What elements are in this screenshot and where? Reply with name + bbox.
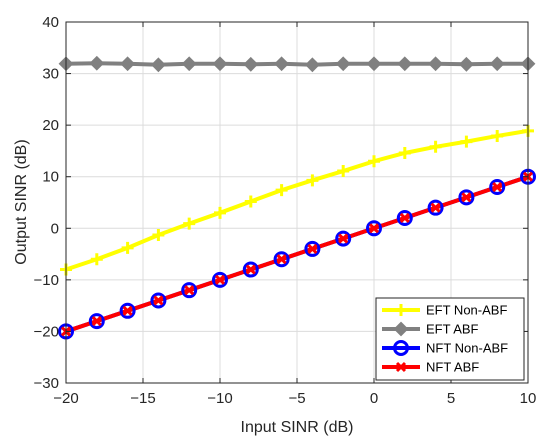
data-point-nft-abf — [184, 285, 195, 296]
data-point-eft-non-abf — [460, 135, 473, 148]
data-point-nft-abf — [307, 243, 318, 254]
data-point-nft-abf — [276, 254, 287, 265]
data-point-eft-non-abf — [121, 241, 134, 254]
data-point-eft-non-abf — [429, 140, 442, 153]
y-tick-label: 40 — [42, 14, 59, 31]
data-point-nft-abf — [492, 181, 503, 193]
x-tick-label: −5 — [288, 390, 305, 407]
data-point-nft-abf — [122, 305, 133, 316]
data-point-eft-abf — [150, 57, 166, 73]
data-point-nft-abf — [368, 223, 380, 234]
data-point-eft-abf — [335, 56, 351, 72]
data-point-nft-non-abf — [273, 251, 290, 268]
data-point-eft-abf — [120, 56, 136, 72]
data-point-eft-non-abf — [90, 253, 103, 266]
x-tick-label: 0 — [370, 390, 378, 407]
series-lines — [65, 61, 529, 334]
data-point-nft-abf — [430, 202, 441, 213]
data-point-eft-abf — [274, 56, 290, 72]
data-point-eft-abf — [243, 56, 259, 72]
data-point-nft-non-abf — [427, 199, 444, 216]
data-point-nft-non-abf — [489, 179, 506, 196]
legend-marker-nft-abf — [395, 361, 407, 373]
x-tick-label: −10 — [207, 390, 232, 407]
x-tick-label: 10 — [520, 390, 537, 407]
data-point-nft-non-abf — [335, 230, 352, 247]
data-point-eft-non-abf — [368, 155, 380, 168]
data-point-nft-non-abf — [88, 313, 105, 330]
y-tick-label: −10 — [34, 272, 59, 289]
y-tick-label: −30 — [34, 375, 59, 392]
data-point-eft-non-abf — [337, 165, 350, 178]
data-point-nft-non-abf — [119, 302, 136, 319]
data-point-eft-abf — [181, 56, 197, 72]
series-line-eft-non-abf — [65, 128, 529, 272]
legend-label-nft-non-abf: NFT Non-ABF — [426, 341, 508, 356]
data-point-nft-non-abf — [366, 220, 382, 237]
data-point-nft-non-abf — [242, 261, 259, 278]
data-point-nft-non-abf — [181, 282, 198, 299]
data-point-eft-non-abf — [214, 206, 226, 219]
data-point-nft-abf — [153, 295, 164, 306]
data-point-eft-abf — [397, 56, 413, 72]
legend-marker-nft-non-abf — [393, 340, 409, 356]
x-tick-label: −20 — [53, 390, 78, 407]
data-point-eft-abf — [458, 56, 474, 72]
data-point-nft-non-abf — [212, 271, 228, 288]
y-tick-label: 20 — [42, 117, 59, 134]
data-point-eft-non-abf — [275, 184, 288, 197]
data-point-eft-non-abf — [244, 195, 257, 208]
data-point-nft-non-abf — [396, 209, 413, 226]
legend: EFT Non-ABF EFT ABF NFT Non-ABF NFT ABF — [375, 297, 525, 381]
legend-label-nft-abf: NFT ABF — [426, 360, 479, 375]
data-point-nft-non-abf — [458, 189, 475, 206]
data-point-nft-abf — [245, 264, 256, 275]
y-tick-label: 0 — [51, 220, 59, 237]
legend-label-eft-abf: EFT ABF — [426, 322, 479, 337]
data-point-eft-non-abf — [491, 129, 504, 142]
legend-label-eft-non-abf: EFT Non-ABF — [426, 303, 507, 318]
data-point-eft-abf — [89, 55, 105, 71]
data-point-eft-non-abf — [398, 146, 411, 159]
data-point-nft-non-abf — [304, 240, 321, 257]
x-tick-label: 5 — [447, 390, 455, 407]
x-tick-label: −15 — [130, 390, 155, 407]
data-point-nft-non-abf — [150, 292, 167, 309]
data-point-eft-non-abf — [152, 228, 165, 241]
data-point-eft-abf — [428, 56, 444, 72]
series-line-eft-abf — [65, 61, 528, 67]
x-axis-label: Input SINR (dB) — [241, 419, 354, 436]
data-point-eft-abf — [366, 56, 382, 72]
y-tick-label: 10 — [42, 169, 59, 186]
data-point-eft-abf — [304, 57, 320, 73]
data-point-eft-non-abf — [306, 174, 319, 187]
data-point-nft-abf — [461, 192, 472, 203]
series-line-nft-abf — [65, 174, 529, 334]
legend-marker-eft-abf — [393, 321, 409, 337]
legend-marker-eft-non-abf — [395, 304, 407, 316]
data-point-eft-non-abf — [183, 217, 196, 230]
y-axis-label: Output SINR (dB) — [13, 139, 30, 264]
data-point-eft-abf — [489, 56, 505, 72]
data-point-nft-abf — [399, 212, 410, 224]
data-point-nft-abf — [91, 316, 102, 327]
data-point-eft-abf — [212, 56, 228, 72]
data-point-nft-abf — [338, 233, 349, 244]
data-point-nft-abf — [214, 274, 226, 285]
y-tick-label: 30 — [42, 66, 59, 83]
y-tick-label: −20 — [34, 323, 59, 340]
